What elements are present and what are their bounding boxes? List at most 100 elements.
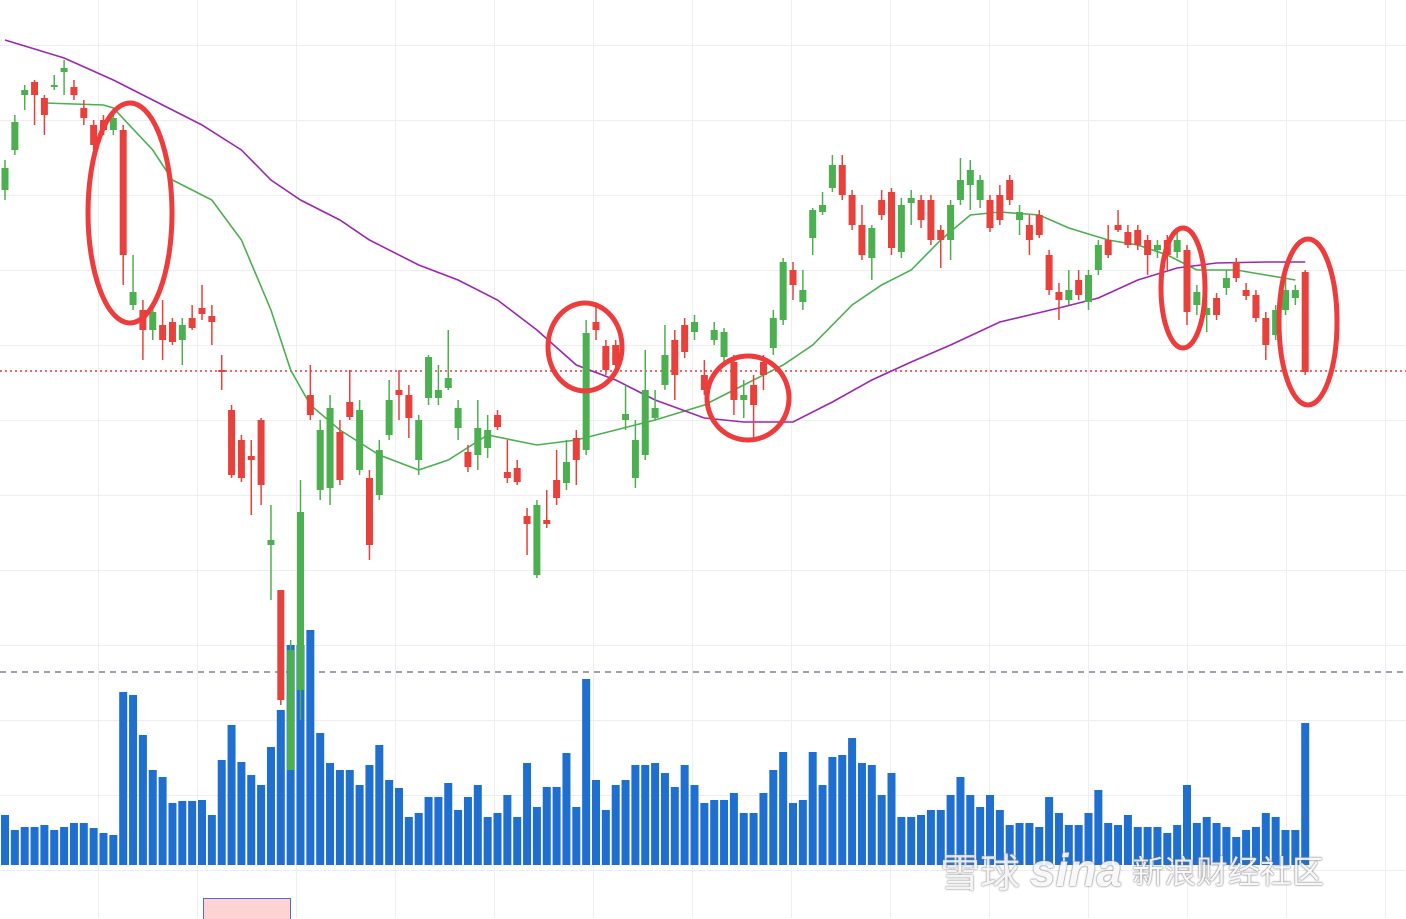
volume-bar — [1133, 827, 1142, 865]
candle-body — [287, 650, 295, 770]
candle-body — [888, 192, 895, 248]
candle-body — [90, 125, 98, 145]
candle-body — [405, 395, 413, 418]
watermark-text: 新浪财经社区 — [1132, 854, 1325, 890]
volume-bar — [40, 825, 49, 865]
volume-bar — [483, 817, 492, 865]
candle-body — [562, 462, 570, 483]
volume-bar — [611, 785, 620, 865]
watermark: 雪球 sina 新浪财经社区 — [940, 842, 1324, 898]
candle-body — [1114, 225, 1122, 230]
volume-bar — [198, 800, 206, 865]
volume-bar — [79, 823, 88, 865]
candle-body — [553, 480, 561, 498]
volume-bar — [759, 793, 768, 865]
volume-bar — [877, 795, 886, 865]
volume-bar — [1143, 827, 1152, 865]
volume-bar — [1104, 823, 1113, 865]
volume-bar — [1015, 823, 1024, 865]
volume-bar — [1251, 827, 1260, 865]
candle-body — [641, 390, 649, 455]
volume-bar — [936, 810, 945, 865]
candle-body — [218, 370, 226, 372]
candle-body — [819, 205, 827, 212]
candle-body — [1153, 245, 1161, 250]
candle-body — [1252, 295, 1260, 318]
volume-bar — [138, 735, 147, 865]
volume-bar — [572, 807, 581, 865]
candle-body — [70, 87, 78, 95]
volume-bar — [720, 800, 729, 865]
candle-body — [40, 98, 48, 115]
candle-body — [1016, 212, 1024, 220]
candle-body — [149, 312, 157, 330]
candle-body — [208, 316, 216, 322]
candle-body — [602, 346, 610, 370]
candle-body — [247, 456, 255, 460]
volume-bar — [848, 738, 857, 865]
candle-body — [464, 452, 472, 467]
candle-body — [188, 318, 196, 328]
volume-bar — [1153, 827, 1162, 865]
volume-bar — [1045, 797, 1054, 865]
volume-bar — [1202, 817, 1211, 865]
volume-bar — [1035, 827, 1044, 865]
volume-bar — [463, 797, 472, 865]
candle-body — [1045, 255, 1053, 290]
candle-body — [1242, 290, 1250, 296]
candle-body — [31, 82, 39, 95]
volume-bar — [523, 763, 532, 865]
candle-body — [356, 410, 364, 470]
candle-body — [947, 205, 955, 240]
volume-bar — [562, 753, 571, 865]
volume-bar — [129, 695, 138, 865]
volume-bar — [69, 823, 78, 865]
volume-bar — [335, 770, 344, 865]
volume-bar — [237, 762, 246, 865]
moving-average-line — [4, 39, 1306, 423]
candle-body — [828, 165, 836, 188]
volume-bar — [651, 763, 660, 865]
volume-bar — [1, 815, 9, 865]
volume-bar — [493, 813, 502, 865]
volume-bar — [986, 795, 994, 865]
candle-body — [484, 430, 492, 448]
volume-bar — [601, 810, 610, 865]
candle-body — [710, 330, 718, 340]
candle-body — [1183, 250, 1191, 312]
candle-body — [769, 318, 777, 348]
selection-tab[interactable] — [203, 898, 291, 919]
volume-bar — [365, 765, 374, 865]
candle-body — [740, 395, 748, 400]
candle-body — [1124, 232, 1132, 245]
candle-body — [395, 390, 403, 395]
candle-body — [868, 228, 876, 258]
annotation-circle — [85, 100, 175, 326]
candle-body — [631, 440, 639, 478]
volume-bar — [424, 797, 433, 865]
volume-bar — [217, 760, 226, 865]
candle-body — [228, 410, 236, 475]
candle-body — [80, 108, 88, 118]
volume-bar — [1173, 825, 1182, 865]
candle-body — [178, 325, 186, 340]
candle-body — [1134, 230, 1142, 245]
candle-body — [976, 180, 984, 200]
volume-bar — [257, 785, 266, 865]
candle-body — [257, 420, 265, 485]
volume-bar — [454, 810, 463, 865]
volume-bar — [976, 807, 985, 865]
candle-body — [917, 200, 925, 220]
candle-body — [720, 332, 728, 357]
volume-bar — [276, 710, 285, 865]
candle-body — [1213, 298, 1221, 315]
candle-body — [1055, 292, 1063, 300]
candle-body — [759, 362, 767, 375]
volume-bar — [1123, 815, 1132, 865]
volume-bar — [857, 763, 866, 865]
candle-body — [1085, 275, 1092, 302]
volume-bar — [1242, 830, 1251, 865]
candle-body — [306, 395, 314, 415]
volume-bar — [1054, 813, 1063, 865]
